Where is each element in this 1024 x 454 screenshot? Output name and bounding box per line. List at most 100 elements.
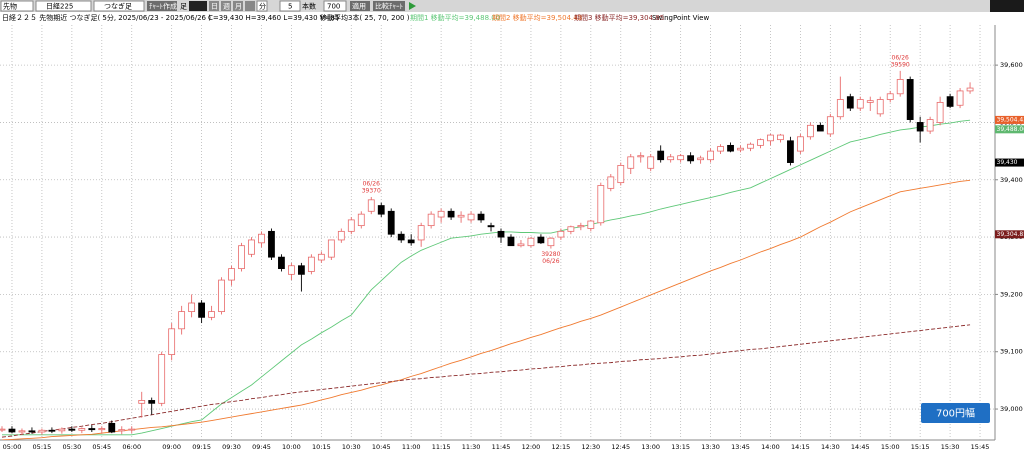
candle-body <box>767 134 774 142</box>
candle-body <box>517 243 525 247</box>
candle-body <box>78 428 86 431</box>
button[interactable] <box>147 1 177 11</box>
candle-body <box>208 311 215 318</box>
annotation-value: 39370 <box>362 187 381 194</box>
annotation-date: 06/26 <box>892 54 909 61</box>
candle-body <box>467 213 475 221</box>
candle-body <box>278 256 285 270</box>
candle-body <box>28 430 36 433</box>
mode-select[interactable]: つなぎ足 <box>104 2 132 11</box>
select-box[interactable] <box>35 0 92 12</box>
button[interactable] <box>209 1 219 11</box>
candle-body <box>238 245 245 270</box>
x-tick-label: 12:15 <box>552 443 571 451</box>
x-tick-label: 15:15 <box>911 443 930 451</box>
symbol-select[interactable]: 日経225 <box>46 2 73 11</box>
candle-body <box>248 239 255 255</box>
range-button[interactable] <box>921 403 990 423</box>
candle-body <box>168 328 176 355</box>
button[interactable] <box>350 1 370 11</box>
candle-body <box>637 155 645 158</box>
candle-body <box>347 219 355 232</box>
candle-body <box>58 428 66 432</box>
candle-body <box>916 122 924 132</box>
candle-body <box>826 116 834 135</box>
apply-button[interactable]: 適用 <box>352 2 366 11</box>
candle-body <box>777 134 784 141</box>
select-box[interactable] <box>279 0 301 12</box>
candle-body <box>787 140 794 163</box>
candle-body <box>228 268 235 281</box>
candle-body <box>647 156 655 169</box>
select-box[interactable] <box>323 0 347 12</box>
x-tick-label: 09:15 <box>192 443 211 451</box>
candle-body <box>88 428 96 431</box>
button[interactable] <box>373 1 405 11</box>
x-tick-label: 06:00 <box>122 443 141 451</box>
candle-body <box>527 237 535 247</box>
candle-body <box>437 210 445 218</box>
annotation-date: 06/26 <box>542 258 559 265</box>
candle-body <box>587 220 595 229</box>
candle-body <box>128 428 136 431</box>
create-button[interactable]: ﾁｬｰﾄ作成 <box>149 2 177 11</box>
range-button-label[interactable]: 700円幅 <box>936 407 975 420</box>
candle-body <box>447 210 455 218</box>
candle-body <box>687 155 695 162</box>
x-tick-label: 10:00 <box>282 443 301 451</box>
candle-body <box>377 205 385 215</box>
candle-body <box>567 226 575 232</box>
candle-body <box>307 256 315 272</box>
minute-button[interactable]: 分 <box>259 2 266 11</box>
candle-body <box>966 87 974 92</box>
toolbar-controls: 先物 日経225 つなぎ足 ﾁｬｰﾄ作成 足 日 週 月 分 5 本数 700 … <box>0 0 416 12</box>
play-icon[interactable] <box>409 2 416 10</box>
candle-body <box>218 279 225 313</box>
interval-select[interactable]: 5 <box>288 3 292 11</box>
bar-input[interactable] <box>189 1 207 11</box>
candle-body <box>537 236 545 244</box>
day-button[interactable]: 日 <box>211 3 218 11</box>
button[interactable] <box>221 1 231 11</box>
x-tick-label: 05:45 <box>92 443 111 451</box>
x-tick-label: 14:30 <box>821 443 840 451</box>
x-tick-label: 11:15 <box>432 443 451 451</box>
candle-body <box>816 124 824 132</box>
button[interactable] <box>256 0 268 12</box>
candle-body <box>258 233 265 244</box>
x-tick-label: 13:00 <box>641 443 660 451</box>
legend-entry: 期間2 移動平均=39,504.43 <box>492 13 582 22</box>
compare-button[interactable]: 比較ﾁｬｰﾄ <box>375 2 403 11</box>
price-tag <box>995 125 1024 134</box>
candle-body <box>547 237 555 247</box>
button[interactable] <box>233 1 243 11</box>
candle-body <box>597 185 605 224</box>
candle-body <box>68 428 76 431</box>
x-tick-label: 13:15 <box>671 443 690 451</box>
select-box[interactable] <box>0 0 34 12</box>
x-tick-label: 14:15 <box>791 443 810 451</box>
candle-body <box>138 400 146 404</box>
candle-body <box>8 428 16 433</box>
view-label: SwingPoint View <box>652 14 709 22</box>
market-select[interactable]: 先物 <box>3 2 17 11</box>
candle-body <box>806 124 814 138</box>
candle-body <box>288 265 295 275</box>
candle-body <box>906 79 914 120</box>
candle-body <box>178 311 186 330</box>
x-tick-label: 12:30 <box>581 443 600 451</box>
select-box[interactable] <box>93 0 145 12</box>
x-tick-label: 14:00 <box>761 443 780 451</box>
month-button[interactable]: 月 <box>235 3 242 11</box>
candle-body <box>677 155 685 161</box>
x-tick-label: 13:45 <box>731 443 750 451</box>
week-button[interactable]: 週 <box>223 2 230 11</box>
candle-body <box>118 429 126 432</box>
x-tick-label: 11:30 <box>462 443 481 451</box>
annotation-value: 39280 <box>541 251 560 258</box>
count-select[interactable]: 700 <box>327 3 340 11</box>
candle-body <box>886 93 894 100</box>
moving-average-line <box>1 324 971 438</box>
button[interactable] <box>245 1 255 11</box>
